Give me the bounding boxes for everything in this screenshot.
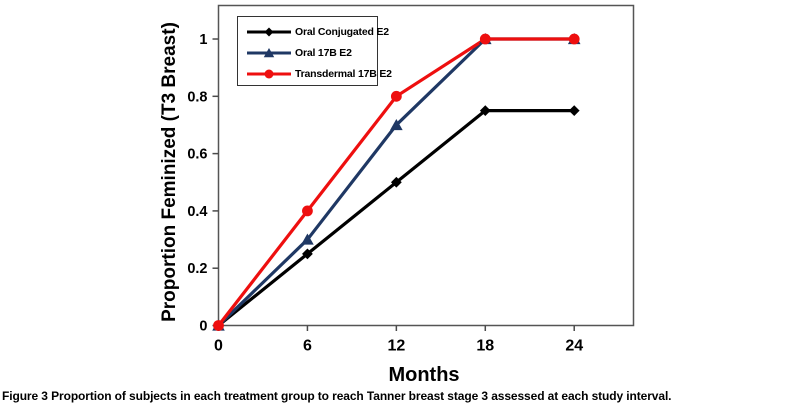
svg-text:0.4: 0.4 [187, 204, 207, 220]
svg-text:0: 0 [199, 319, 207, 335]
legend-item-oral-conjugated-e2: Oral Conjugated E2 [246, 21, 389, 42]
line-chart: 0 0.2 0.4 0.6 0.8 1 0 6 12 18 24 [187, 4, 635, 355]
legend-item-transdermal-17b-e2: Transdermal 17B E2 [246, 63, 392, 84]
chart-legend: Oral Conjugated E2 Oral 17B E2 Transderm… [237, 16, 392, 86]
figure-caption: Figure 3 Proportion of subjects in each … [2, 389, 793, 403]
legend-label: Transdermal 17B E2 [295, 67, 392, 80]
black-diamond-line-icon [247, 27, 291, 36]
svg-text:0.6: 0.6 [187, 147, 207, 163]
legend-label: Oral Conjugated E2 [295, 25, 389, 38]
svg-text:24: 24 [565, 338, 583, 355]
legend-label: Oral 17B E2 [295, 46, 352, 59]
svg-text:0.8: 0.8 [187, 89, 207, 105]
legend-item-oral-17b-e2: Oral 17B E2 [246, 42, 377, 63]
svg-text:0: 0 [214, 338, 223, 355]
x-axis-label: Months [388, 364, 460, 386]
svg-text:0.2: 0.2 [187, 261, 207, 277]
y-axis-label: Proportion Feminized (T3 Breast) [159, 22, 180, 322]
svg-text:6: 6 [303, 338, 312, 355]
svg-text:18: 18 [476, 338, 494, 355]
caption-text: Proportion of subjects in each treatment… [47, 389, 672, 403]
svg-text:1: 1 [199, 32, 207, 48]
caption-figure-number: Figure 3 [2, 389, 48, 403]
blue-triangle-line-icon [247, 47, 291, 57]
svg-text:12: 12 [387, 338, 405, 355]
red-circle-line-icon [247, 69, 291, 78]
